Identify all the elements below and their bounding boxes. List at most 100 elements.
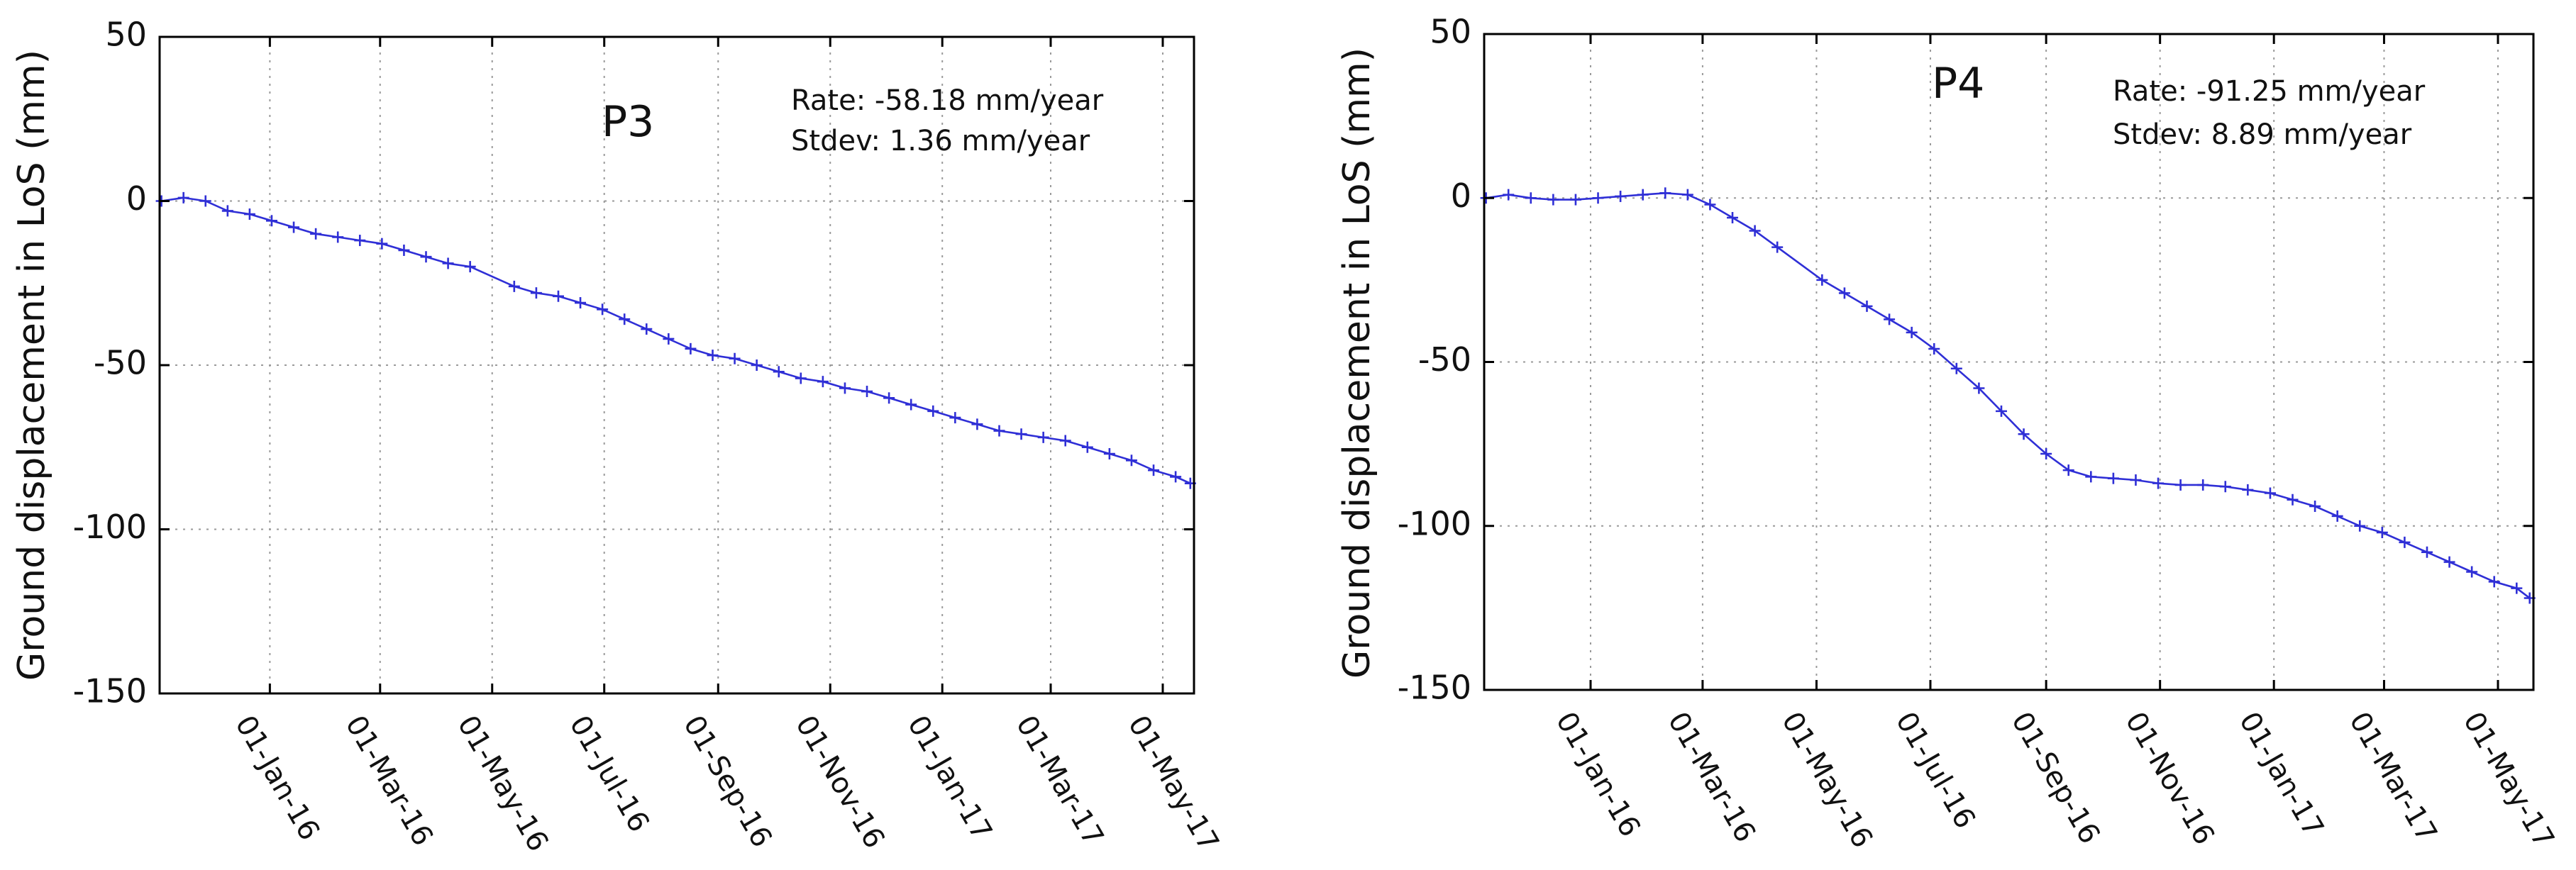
data-point [2443,556,2455,568]
axis-ticks [1484,33,2533,691]
x-tick-label: 01-May-16 [451,710,555,857]
data-point [2130,474,2142,486]
data-point [685,342,697,355]
data-point [2354,520,2366,532]
data-point [641,323,653,335]
y-tick-label: 0 [1451,177,1471,215]
data-point [817,376,829,388]
x-tick-label: 01-Jan-17 [901,710,998,846]
data-point [751,359,763,371]
data-point [1995,405,2007,417]
x-tick-label: 01-May-17 [2457,707,2560,854]
x-tick-label: 01-Jan-16 [1549,707,1647,842]
data-series [1480,187,2536,604]
data-point [177,191,189,203]
data-point [2511,582,2523,594]
data-point [243,208,255,221]
y-tick-label: -100 [73,508,147,546]
y-axis-label: Ground displacement in LoS (mm) [11,50,53,681]
data-point [2062,464,2074,476]
data-point [530,287,542,299]
data-point [861,386,873,398]
data-point [2331,510,2343,522]
data-point [1081,441,1093,453]
x-tick-label: 01-Jul-16 [563,710,656,838]
data-point [1950,362,1962,374]
x-tick-label: 01-Nov-16 [2118,707,2221,851]
y-tick-label: 50 [105,16,147,54]
chart-panel-p4: 500-50-100-150 01-Jan-16 01-Mar-16 01-May-… [1336,13,2560,854]
x-tick-label: 01-May-17 [1122,710,1225,857]
data-point [552,290,564,302]
axis-ticks [160,35,1194,695]
data-point [597,303,609,316]
data-point [1749,225,1761,237]
data-point [1148,464,1160,476]
data-point [2287,493,2299,506]
data-point [971,418,983,430]
x-tick-label: 01-Mar-16 [339,710,440,852]
y-axis-label: Ground displacement in LoS (mm) [1336,48,1378,679]
data-point [1037,431,1049,443]
data-point [1569,194,1581,206]
y-tick-label: -100 [1398,504,1471,542]
data-point [1727,212,1739,223]
data-point [729,352,741,364]
x-tick-label: 01-Mar-17 [2343,707,2443,848]
rate-annotation: Rate: -91.25 mm/year [2113,75,2426,108]
data-point [707,350,719,362]
data-point [1838,287,1850,299]
stdev-annotation: Stdev: 1.36 mm/year [791,125,1090,157]
y-tick-labels: 50 0 -50 -100 -150 [1398,13,1471,707]
data-point [2040,448,2052,459]
data-point [2264,487,2276,499]
data-point [2399,536,2411,548]
x-tick-label: 01-May-16 [1775,707,1879,854]
data-point [2018,428,2030,440]
data-point [795,372,807,384]
data-point [663,333,675,345]
data-point [265,215,277,227]
data-point [2107,472,2119,484]
data-point [508,280,520,292]
data-point [1973,382,1985,394]
data-point [1525,192,1537,204]
data-point [354,235,366,247]
data-point [839,382,851,394]
data-point [1059,435,1071,447]
data-point [1503,189,1515,201]
series-line [161,196,1191,484]
data-point [442,257,454,269]
data-point [1103,448,1115,460]
data-point [2152,477,2165,489]
data-point [310,228,322,240]
y-tick-label: -150 [73,672,147,710]
data-series [155,191,1196,489]
stdev-annotation: Stdev: 8.89 mm/year [2113,118,2412,151]
data-point [1547,194,1559,206]
data-point [1928,343,1940,355]
data-point [1637,189,1649,201]
data-point [575,297,587,309]
data-point [2174,479,2187,491]
data-point [2488,576,2500,588]
data-point [1704,199,1716,211]
data-point [376,238,388,250]
data-point [619,313,631,325]
data-point [420,251,432,263]
data-point [1771,241,1784,253]
x-tick-label: 01-Jan-17 [2233,707,2330,842]
data-point [2085,471,2097,483]
y-tick-label: -50 [1418,340,1471,379]
data-point [773,366,785,378]
data-point [1592,192,1604,204]
chart-panel-p3: 500-50-100-150 01-Jan-16 01-Mar-16 01-May-… [11,16,1225,857]
data-point [1816,274,1828,286]
data-point [1906,326,1918,338]
chart-title: P4 [1932,59,1984,108]
data-point [1659,187,1671,199]
y-tick-label: -50 [94,344,147,382]
series-line [1486,191,2531,599]
data-point [883,392,895,404]
data-point [905,398,917,411]
